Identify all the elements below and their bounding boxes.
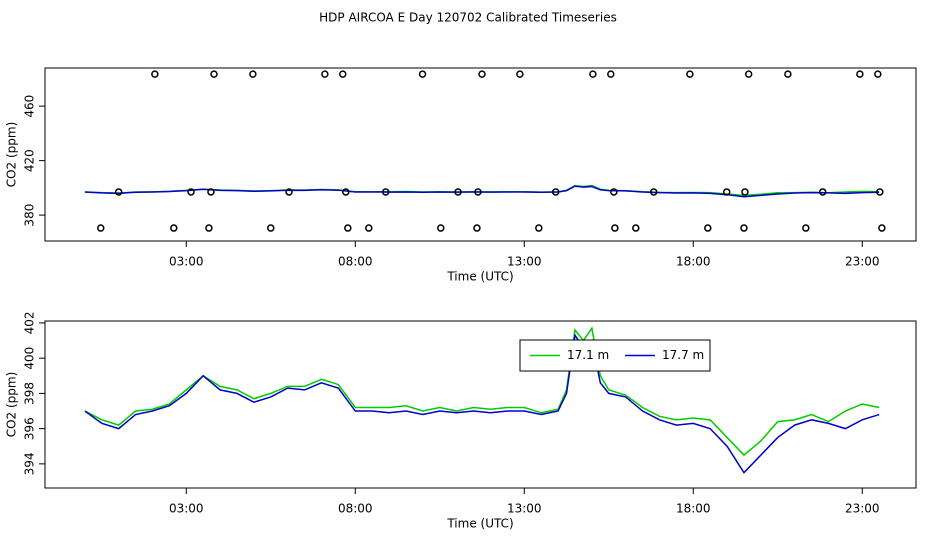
flag-point: [344, 224, 352, 232]
x-tick-label: 18:00: [676, 255, 711, 269]
x-tick-label: 03:00: [169, 502, 204, 516]
y-tick-label: 394: [23, 452, 37, 475]
x-tick-label: 08:00: [338, 502, 373, 516]
y-tick-label: 400: [23, 347, 37, 370]
flag-point: [551, 188, 560, 196]
legend-label: 17.1 m: [567, 348, 609, 362]
flag-point: [187, 188, 195, 196]
flag-point: [802, 224, 810, 232]
y-tick-label: 396: [23, 417, 37, 440]
x-tick-label: 13:00: [507, 255, 542, 269]
flag-point: [365, 224, 373, 232]
flag-point: [474, 188, 482, 196]
flag-point: [114, 188, 123, 196]
legend-box: [519, 339, 711, 372]
flag-point: [535, 224, 543, 232]
flag-point: [649, 188, 658, 196]
flag-point: [473, 224, 481, 232]
y-tick-label: 398: [23, 382, 37, 405]
flag-point: [876, 188, 884, 196]
flag-point: [97, 224, 105, 232]
flag-point: [878, 224, 886, 232]
page-title: HDP AIRCOA E Day 120702 Calibrated Times…: [319, 11, 617, 25]
flag-point: [722, 188, 731, 196]
flag-point: [418, 70, 427, 78]
series-line: [84, 333, 880, 474]
flag-point: [632, 224, 640, 232]
y-tick-label: 460: [23, 95, 37, 118]
flag-point: [686, 70, 694, 78]
x-tick-label: 23:00: [845, 502, 880, 516]
flag-point: [381, 188, 390, 196]
flag-point: [437, 224, 445, 232]
x-tick-label: 23:00: [845, 255, 880, 269]
flag-point: [342, 188, 350, 196]
flag-point: [818, 188, 827, 196]
x-tick-label: 13:00: [507, 502, 542, 516]
series-line: [84, 184, 880, 197]
y-axis-label: CO2 (ppm): [5, 372, 19, 438]
flag-point: [856, 70, 864, 78]
flag-point: [704, 224, 712, 232]
flag-point: [285, 188, 293, 196]
flag-point: [151, 70, 159, 78]
flag-point: [589, 70, 597, 78]
x-axis-label: Time (UTC): [446, 270, 513, 284]
y-tick-label: 402: [23, 311, 37, 334]
flag-point: [205, 224, 213, 232]
x-tick-label: 03:00: [169, 255, 204, 269]
flag-point: [784, 70, 792, 78]
flag-point: [607, 70, 615, 78]
flag-point: [339, 70, 347, 78]
flag-point: [740, 224, 748, 232]
flag-point: [516, 70, 524, 78]
flag-point: [207, 188, 215, 196]
flag-point: [741, 188, 749, 196]
flag-point: [744, 70, 753, 78]
flag-point: [267, 224, 275, 232]
flag-point: [454, 188, 462, 196]
x-tick-label: 08:00: [338, 255, 373, 269]
plot-frame: [44, 67, 917, 242]
flag-point: [249, 70, 257, 78]
flag-point: [170, 224, 178, 232]
flag-point: [321, 70, 329, 78]
y-tick-label: 420: [23, 149, 37, 172]
x-axis-label: Time (UTC): [446, 517, 513, 531]
flag-point: [478, 70, 486, 78]
flag-point: [874, 70, 882, 78]
flag-point: [610, 188, 618, 196]
flag-point: [611, 224, 619, 232]
legend-label: 17.7 m: [662, 348, 704, 362]
plot-frame: [44, 320, 917, 489]
series-line: [84, 185, 880, 198]
y-axis-label: CO2 (ppm): [5, 122, 19, 188]
flag-point: [210, 70, 218, 78]
x-tick-label: 18:00: [676, 502, 711, 516]
series-line: [84, 326, 880, 457]
y-tick-label: 380: [23, 204, 37, 227]
